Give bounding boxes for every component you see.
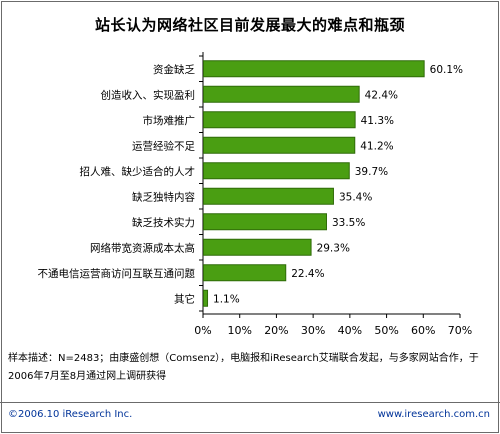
bar-chart: 0% 10% 20% 30% 40% 50% 60% 70% 资金缺乏 60.1% 创造收入、实现盈… (38, 52, 472, 337)
value-label: 35.4% (339, 191, 372, 203)
category-label: 招人难、缺少适合的人才 (80, 165, 196, 178)
x-tick-label: 50% (374, 324, 398, 337)
bar (203, 111, 356, 129)
value-label: 1.1% (213, 293, 240, 305)
category-label: 缺乏独特内容 (132, 190, 195, 203)
category-label: 缺乏技术实力 (132, 216, 195, 229)
x-tick-label: 30% (301, 324, 325, 337)
copyright-text: ©2006.10 iResearch Inc. (8, 409, 133, 420)
category-label: 资金缺乏 (153, 63, 195, 76)
value-label: 39.7% (355, 166, 388, 178)
bar (203, 85, 360, 103)
category-label: 运营经验不足 (132, 139, 195, 152)
bar (203, 136, 356, 154)
footer: ©2006.10 iResearch Inc. www.iresearch.co… (0, 402, 500, 433)
category-label: 市场难推广 (143, 114, 196, 127)
value-label: 60.1% (430, 64, 463, 76)
x-tick-label: 10% (227, 324, 251, 337)
bar (203, 60, 425, 78)
category-label: 网络带宽资源成本太高 (90, 241, 195, 254)
x-tick-label: 70% (448, 324, 472, 337)
category-label: 其它 (174, 292, 195, 305)
chart-title: 站长认为网络社区目前发展最大的难点和瓶颈 (94, 16, 405, 34)
bar (203, 213, 327, 231)
website-link[interactable]: www.iresearch.com.cn (377, 409, 490, 420)
category-label: 创造收入、实现盈利 (101, 88, 196, 101)
value-label: 41.2% (360, 140, 393, 152)
bar (203, 187, 334, 205)
value-label: 33.5% (332, 217, 365, 229)
bar (203, 162, 350, 180)
value-label: 29.3% (317, 242, 350, 254)
bar (203, 238, 312, 256)
value-label: 22.4% (291, 268, 324, 280)
value-label: 42.4% (365, 89, 398, 101)
bar (203, 264, 287, 282)
category-label: 不通电信运营商访问互联互通问题 (38, 267, 196, 280)
x-tick-label: 20% (264, 324, 288, 337)
x-tick-label: 40% (338, 324, 362, 337)
x-tick-label: 60% (411, 324, 435, 337)
value-label: 41.3% (361, 115, 394, 127)
bar (203, 289, 209, 307)
sample-note: 样本描述：N=2483；由康盛创想（Comsenz），电脑报和iResearch… (8, 353, 479, 382)
x-tick-label: 0% (194, 324, 211, 337)
